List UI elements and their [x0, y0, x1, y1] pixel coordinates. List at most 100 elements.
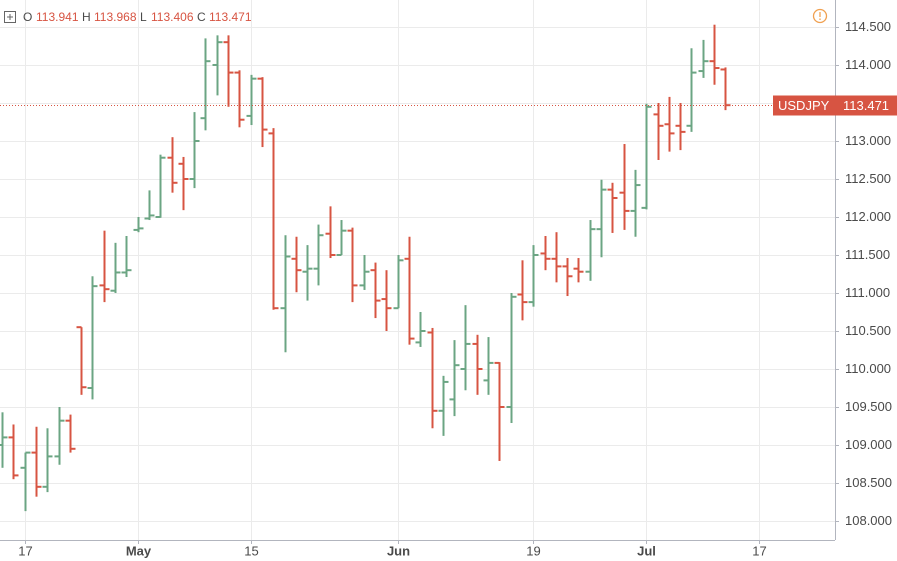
ohlc-bar	[0, 412, 8, 468]
legend-label: H	[82, 10, 91, 24]
ohlc-bar	[506, 292, 517, 423]
ohlc-bar	[370, 262, 381, 319]
y-tick-label: 114.000	[845, 57, 891, 72]
y-tick-label: 111.000	[845, 285, 890, 300]
ohlc-bar	[178, 156, 189, 211]
ohlc-bar	[596, 179, 607, 258]
ohlc-bar	[234, 70, 245, 128]
ohlc-bar	[302, 245, 313, 301]
legend-value: 113.406	[151, 10, 194, 24]
ohlc-bar	[268, 128, 279, 310]
ohlc-bar	[494, 361, 505, 461]
ohlc-bar	[121, 235, 132, 278]
expand-icon[interactable]	[4, 11, 16, 23]
ohlc-bar	[144, 190, 155, 221]
ohlc-bar	[675, 102, 686, 151]
ohlc-bar	[393, 254, 404, 310]
y-tick-label: 110.500	[845, 323, 891, 338]
ohlc-bar	[200, 38, 211, 131]
x-tick-label: Jun	[387, 543, 410, 558]
ohlc-bar	[110, 242, 121, 293]
y-tick-label: 110.000	[845, 361, 891, 376]
bars	[0, 24, 731, 512]
ohlc-legend: O 113.941 H 113.968 L 113.406 C 113.471	[23, 10, 252, 24]
ohlc-bar	[76, 326, 87, 395]
alert-icon[interactable]	[812, 8, 828, 24]
ohlc-bar	[415, 311, 426, 347]
x-tick-label: 17	[752, 543, 766, 558]
ohlc-bar	[562, 258, 573, 297]
ohlc-bar	[540, 235, 551, 271]
ohlc-bar	[280, 235, 291, 353]
ohlc-bar	[381, 270, 392, 331]
ohlc-bar	[573, 258, 584, 283]
ohlc-bar	[336, 220, 347, 256]
last-price-label: 113.471	[843, 98, 889, 113]
ohlc-bar	[630, 169, 641, 237]
ohlc-bar	[313, 224, 324, 286]
y-tick-label: 108.500	[845, 475, 892, 490]
ohlc-bar	[167, 137, 178, 193]
alert-circle[interactable]	[812, 8, 828, 24]
ohlc-bar	[585, 220, 596, 281]
ohlc-bar	[155, 154, 166, 218]
legend-value: 113.968	[94, 10, 137, 24]
ohlc-bar	[686, 48, 697, 132]
y-tick-label: 112.000	[845, 209, 891, 224]
ohlc-bar	[246, 74, 257, 126]
legend-value: 113.941	[36, 10, 79, 24]
ohlc-bar	[709, 24, 720, 85]
ohlc-bar	[99, 230, 110, 303]
ohlc-bar	[460, 305, 471, 391]
ohlc-bar	[528, 245, 539, 307]
ohlc-bar	[87, 276, 98, 400]
ohlc-bar	[551, 232, 562, 283]
ohlc-bar	[291, 236, 302, 293]
x-tick-label: 19	[526, 543, 540, 558]
ohlc-bar	[325, 206, 336, 259]
x-tick-label: Jul	[637, 543, 656, 558]
ohlc-bar	[212, 35, 223, 96]
x-tick-label: 17	[18, 543, 32, 558]
ohlc-bar	[223, 35, 234, 107]
ohlc-bar	[698, 39, 709, 78]
y-tick-label: 109.500	[845, 399, 892, 414]
y-tick-label: 114.500	[845, 19, 891, 34]
ohlc-bar	[404, 236, 415, 345]
ohlc-bar	[257, 77, 268, 148]
ohlc-bar	[607, 182, 618, 233]
y-tick-label: 111.500	[845, 247, 890, 262]
ohlc-bar	[449, 340, 460, 417]
legend-icon[interactable]	[4, 11, 16, 23]
y-tick-label: 113.000	[845, 133, 891, 148]
ohlc-bar	[133, 216, 144, 233]
legend-label: O	[23, 10, 32, 24]
x-tick-label: 15	[244, 543, 258, 558]
ohlc-bar	[653, 102, 664, 160]
y-tick-label: 112.500	[845, 171, 891, 186]
ohlc-bar	[54, 406, 65, 465]
ohlc-bar	[347, 227, 358, 303]
ohlc-bar	[641, 103, 652, 210]
ohlc-bar	[664, 96, 675, 152]
symbol-label: USDJPY	[778, 98, 830, 113]
ohlc-bar	[619, 144, 630, 230]
y-tick-label: 108.000	[845, 513, 892, 528]
ohlc-bar	[31, 426, 42, 497]
legend-label: C	[197, 10, 206, 24]
ohlc-bar	[517, 260, 528, 321]
ohlc-bar	[472, 334, 483, 395]
ohlc-bar	[65, 414, 76, 453]
y-tick-label: 109.000	[845, 437, 892, 452]
ohlc-bar	[427, 327, 438, 429]
x-tick-label: May	[126, 543, 152, 558]
last-price-badge	[773, 95, 897, 116]
legend-value: 113.471	[209, 10, 252, 24]
ohlc-bar	[189, 112, 200, 189]
ohlc-bar	[20, 451, 31, 512]
ohlc-bar	[359, 254, 370, 290]
ohlc-bar	[483, 337, 494, 395]
ohlc-bar	[8, 424, 19, 480]
